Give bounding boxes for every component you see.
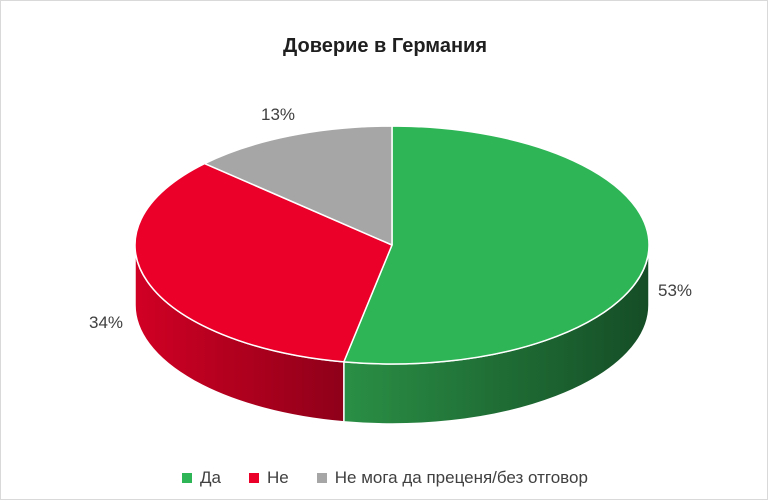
legend: Да Не Не мога да преценя/без отговор [1,468,768,488]
legend-swatch-no-answer [316,473,327,483]
legend-swatch-ne [249,473,260,483]
slice-ne [134,162,393,363]
legend-label-ne: Не [267,468,289,487]
legend-swatch-da [182,473,193,483]
legend-label-no-answer: Не мога да преценя/без отговор [334,468,588,487]
legend-label-da: Да [200,468,222,487]
data-label-da: 53% [658,281,693,300]
legend-item-da: Да [182,468,221,488]
legend-item-ne: Не [249,468,289,488]
chart-title: Доверие в Германия [282,35,487,57]
slice-da [343,125,650,365]
legend-item-no-answer: Не мога да преценя/без отговор [316,468,588,488]
slice-no-answer [203,125,393,246]
data-label-ne: 34% [89,313,124,332]
data-label-no-answer: 13% [261,105,296,124]
